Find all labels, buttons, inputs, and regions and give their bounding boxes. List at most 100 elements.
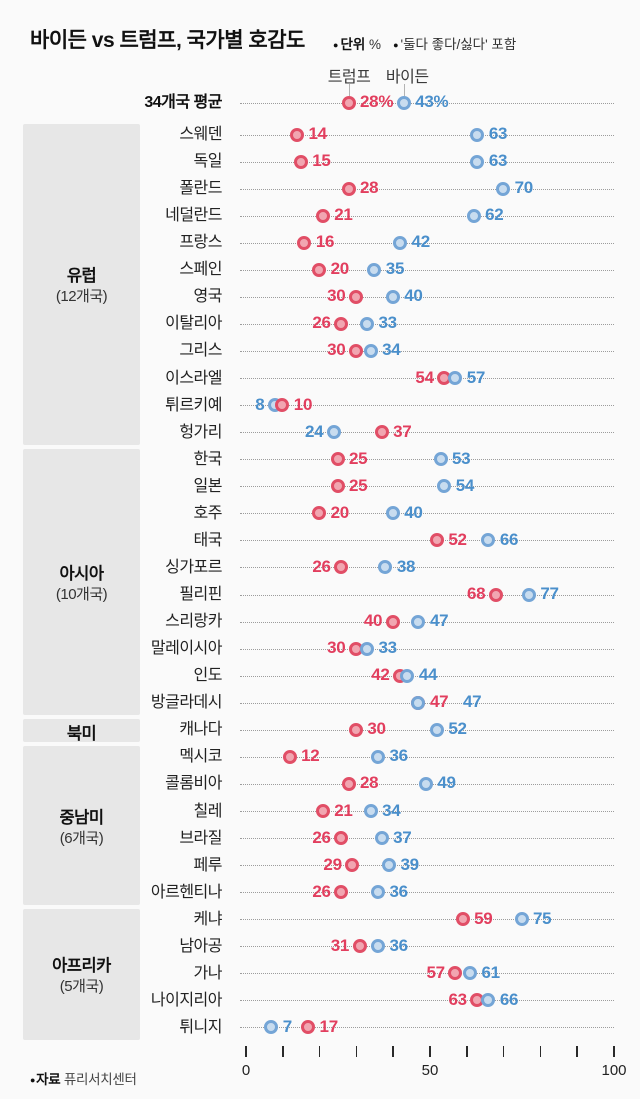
biden-value: 24 (305, 421, 324, 441)
trump-value: 10 (293, 394, 313, 414)
trump-value: 26 (312, 556, 331, 576)
row-label: 한국 (193, 450, 223, 468)
trump-dot (334, 885, 349, 900)
row-label: 프랑스 (179, 234, 222, 252)
row-dotted-line (240, 811, 614, 812)
axis-tick (539, 1046, 542, 1057)
trump-dot (488, 587, 503, 602)
row-label: 이탈리아 (165, 315, 222, 333)
biden-dot (396, 95, 411, 110)
trump-value: 16 (315, 232, 335, 252)
row-dotted-line (240, 350, 614, 352)
row-label: 칠레 (193, 802, 223, 820)
biden-value: 34 (382, 340, 401, 360)
series-pointer-line-trump (348, 84, 350, 96)
biden-dot (411, 614, 426, 629)
bullet-icon: ● (30, 1075, 36, 1085)
trump-value: 52 (448, 529, 467, 549)
group-name: 아시아 (59, 564, 104, 583)
row-dotted-line (240, 459, 614, 461)
trump-dot (290, 127, 305, 142)
trump-value: 29 (323, 854, 342, 874)
biden-dot (382, 858, 397, 873)
row-label: 싱가포르 (165, 558, 222, 576)
group-box-북미 (23, 719, 140, 743)
biden-dot (374, 831, 389, 846)
row-dotted-line (240, 513, 614, 515)
series-label-trump: 트럼프 (327, 69, 371, 86)
biden-dot (370, 939, 385, 954)
trump-value: 30 (367, 719, 386, 739)
trump-value: 47 (429, 692, 449, 712)
row-label: 34개국 평균 (144, 94, 222, 111)
biden-dot (429, 722, 444, 737)
row-label: 방글라데시 (150, 694, 223, 712)
row-dotted-line (240, 540, 614, 542)
biden-value: 63 (488, 124, 508, 143)
trump-value: 30 (327, 286, 346, 306)
biden-dot (393, 235, 408, 250)
row-label: 독일 (193, 153, 223, 171)
bullet-icon: ● (393, 40, 399, 50)
trump-value: 12 (301, 746, 320, 766)
row-dotted-line (240, 892, 614, 894)
row-dotted-line (240, 648, 614, 650)
group-count: (5개국) (59, 978, 104, 996)
trump-dot (385, 614, 400, 629)
biden-value: 37 (393, 827, 412, 847)
trump-dot (348, 722, 363, 737)
row-label: 나이지리아 (150, 991, 223, 1009)
row-label: 튀르키예 (165, 396, 222, 414)
row-label: 브라질 (179, 829, 222, 847)
biden-dot (363, 804, 378, 818)
row-dotted-line (240, 729, 614, 731)
row-dotted-line (240, 919, 614, 921)
biden-value: 49 (437, 773, 456, 793)
biden-dot (359, 641, 374, 656)
biden-dot (385, 289, 400, 304)
trump-value: 30 (327, 340, 346, 360)
trump-value: 42 (371, 665, 390, 685)
trump-dot (297, 235, 312, 250)
row-dotted-line (240, 838, 614, 840)
trump-dot (341, 776, 356, 791)
axis-tick (576, 1046, 578, 1057)
row-label: 스페인 (179, 261, 222, 279)
trump-dot (315, 804, 330, 818)
biden-dot (470, 127, 485, 142)
trump-value: 30 (327, 638, 346, 658)
trump-dot (429, 533, 444, 548)
row-dotted-line (240, 296, 614, 298)
trump-value: 21 (334, 205, 353, 225)
row-dotted-line (240, 756, 614, 758)
trump-value: 17 (319, 1016, 339, 1036)
biden-value: 38 (396, 556, 416, 576)
axis-tick-label: 0 (241, 1062, 251, 1079)
trump-value: 20 (330, 502, 350, 522)
biden-dot (400, 668, 415, 683)
axis-tick (355, 1046, 358, 1057)
axis-tick (282, 1046, 284, 1057)
trump-value: 57 (426, 962, 445, 982)
biden-dot (367, 262, 382, 277)
row-dotted-line (240, 378, 614, 380)
row-dotted-line (240, 269, 614, 271)
row-dotted-line (240, 946, 614, 948)
biden-value: 77 (540, 584, 559, 604)
biden-dot (448, 371, 463, 386)
row-label: 멕시코 (179, 748, 222, 766)
row-label: 헝가리 (179, 423, 222, 441)
biden-dot (363, 343, 378, 358)
trump-value: 28 (360, 178, 379, 198)
biden-value: 42 (411, 232, 431, 252)
row-label: 케냐 (193, 910, 223, 928)
axis-tick (502, 1046, 505, 1057)
row-dotted-line (240, 161, 614, 163)
biden-dot (496, 181, 511, 196)
biden-dot (264, 1020, 279, 1035)
biden-value: 39 (400, 854, 420, 874)
row-label: 콜롬비아 (165, 775, 222, 793)
group-name: 북미 (66, 724, 97, 743)
legend: ● 단위 % ● '둘다 좋다/싫다' 포함 (333, 33, 528, 53)
